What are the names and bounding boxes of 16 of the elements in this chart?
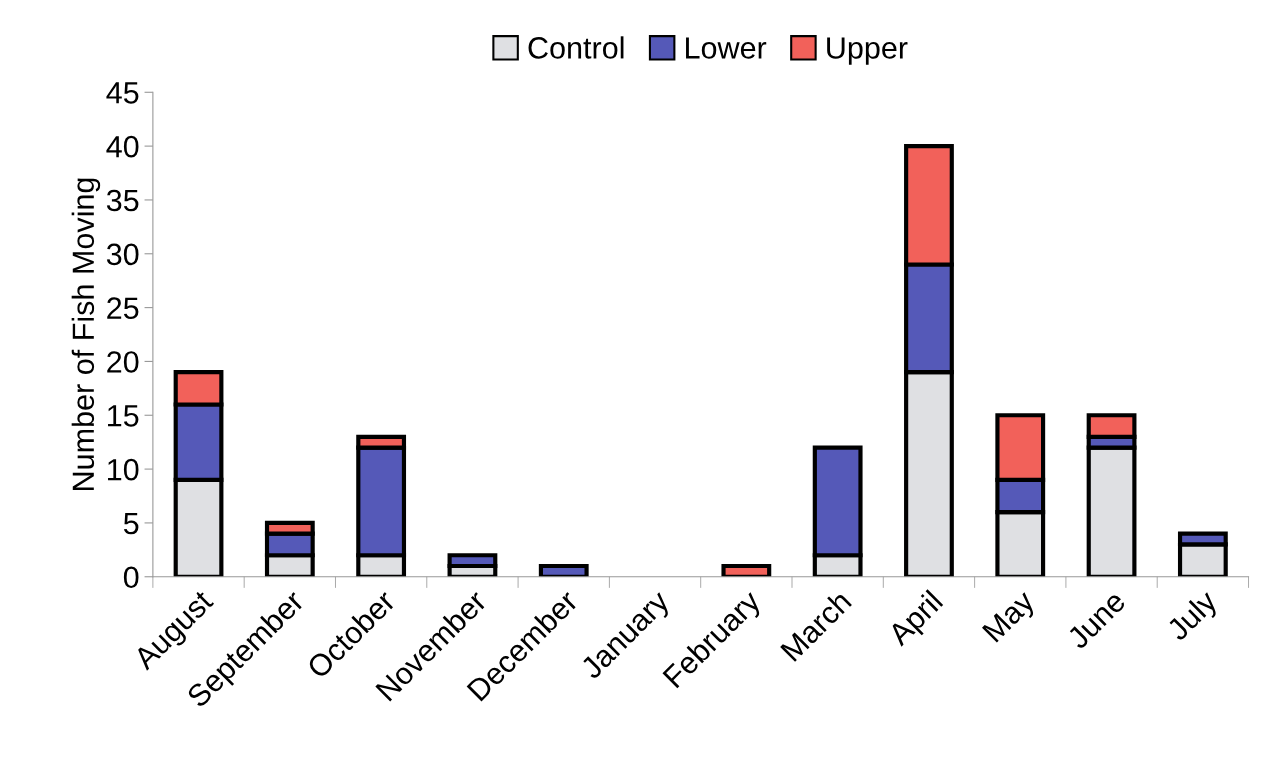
x-tick-label: May: [982, 588, 1041, 648]
y-axis-title: Number of Fish Moving: [71, 178, 101, 490]
y-tick-label: 40: [106, 135, 139, 158]
legend-label: Lower: [686, 37, 767, 59]
y-tick-label: 15: [108, 405, 139, 427]
y-tick-label: 35: [106, 189, 139, 212]
y-tick-label: 25: [107, 297, 139, 319]
legend-label: Control: [528, 36, 624, 59]
y-tick-label: 0: [123, 566, 139, 589]
y-tick-label: 30: [106, 243, 139, 266]
y-tick-label: 10: [108, 458, 139, 481]
legend-label: Upper: [827, 37, 908, 65]
x-tick-label: July: [1164, 587, 1223, 647]
y-tick-label: 45: [106, 82, 139, 104]
y-tick-label: 20: [107, 351, 139, 373]
y-tick-label: 5: [123, 512, 139, 535]
